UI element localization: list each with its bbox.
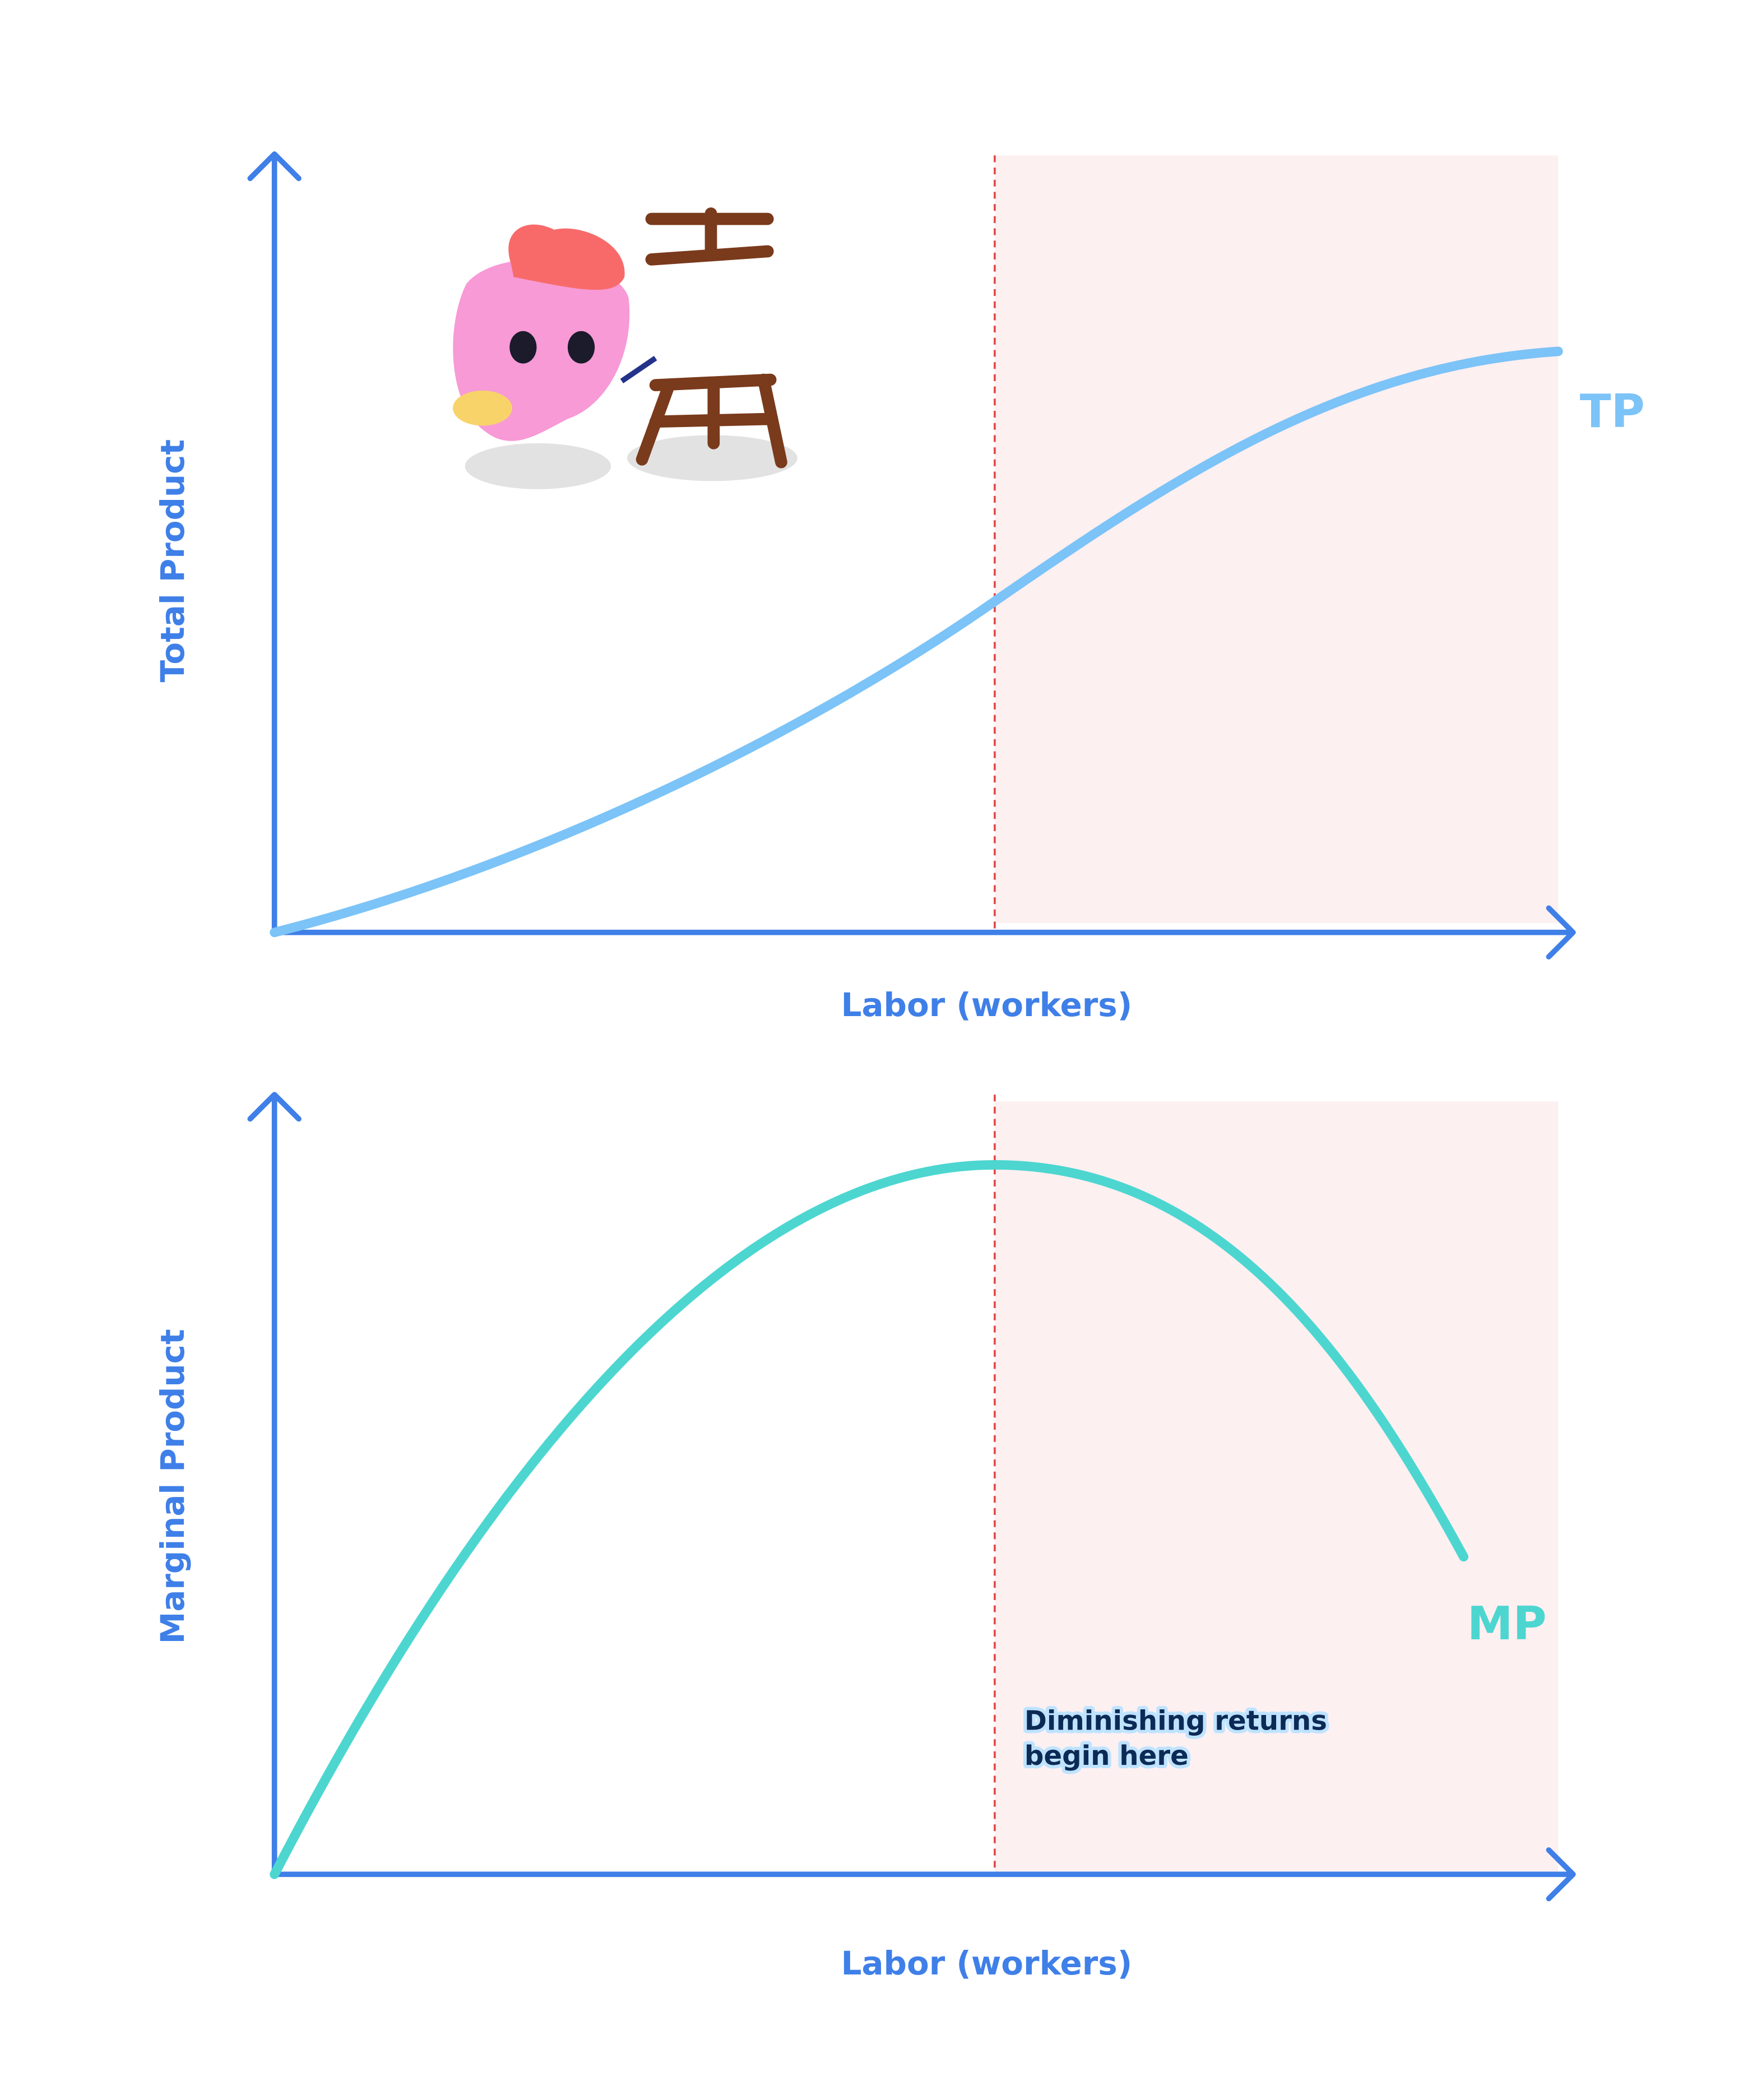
curve-label: TP <box>1580 385 1645 438</box>
annotation: Diminishing returns <box>1024 1705 1327 1736</box>
y-axis-label: Total Product <box>154 439 192 682</box>
x-axis-label: Labor (workers) <box>841 986 1133 1024</box>
y-axis-label: Marginal Product <box>154 1329 192 1644</box>
curve-label: MP <box>1467 1597 1547 1651</box>
diminishing-region <box>994 1101 1559 1872</box>
axes <box>247 151 1576 959</box>
mp-curve <box>270 1160 1468 1879</box>
mascot <box>452 207 798 489</box>
annotation: begin here <box>1024 1740 1189 1772</box>
tp-curve <box>270 346 1563 938</box>
x-axis-label: Labor (workers) <box>841 1944 1133 1982</box>
axes <box>247 1092 1576 1902</box>
